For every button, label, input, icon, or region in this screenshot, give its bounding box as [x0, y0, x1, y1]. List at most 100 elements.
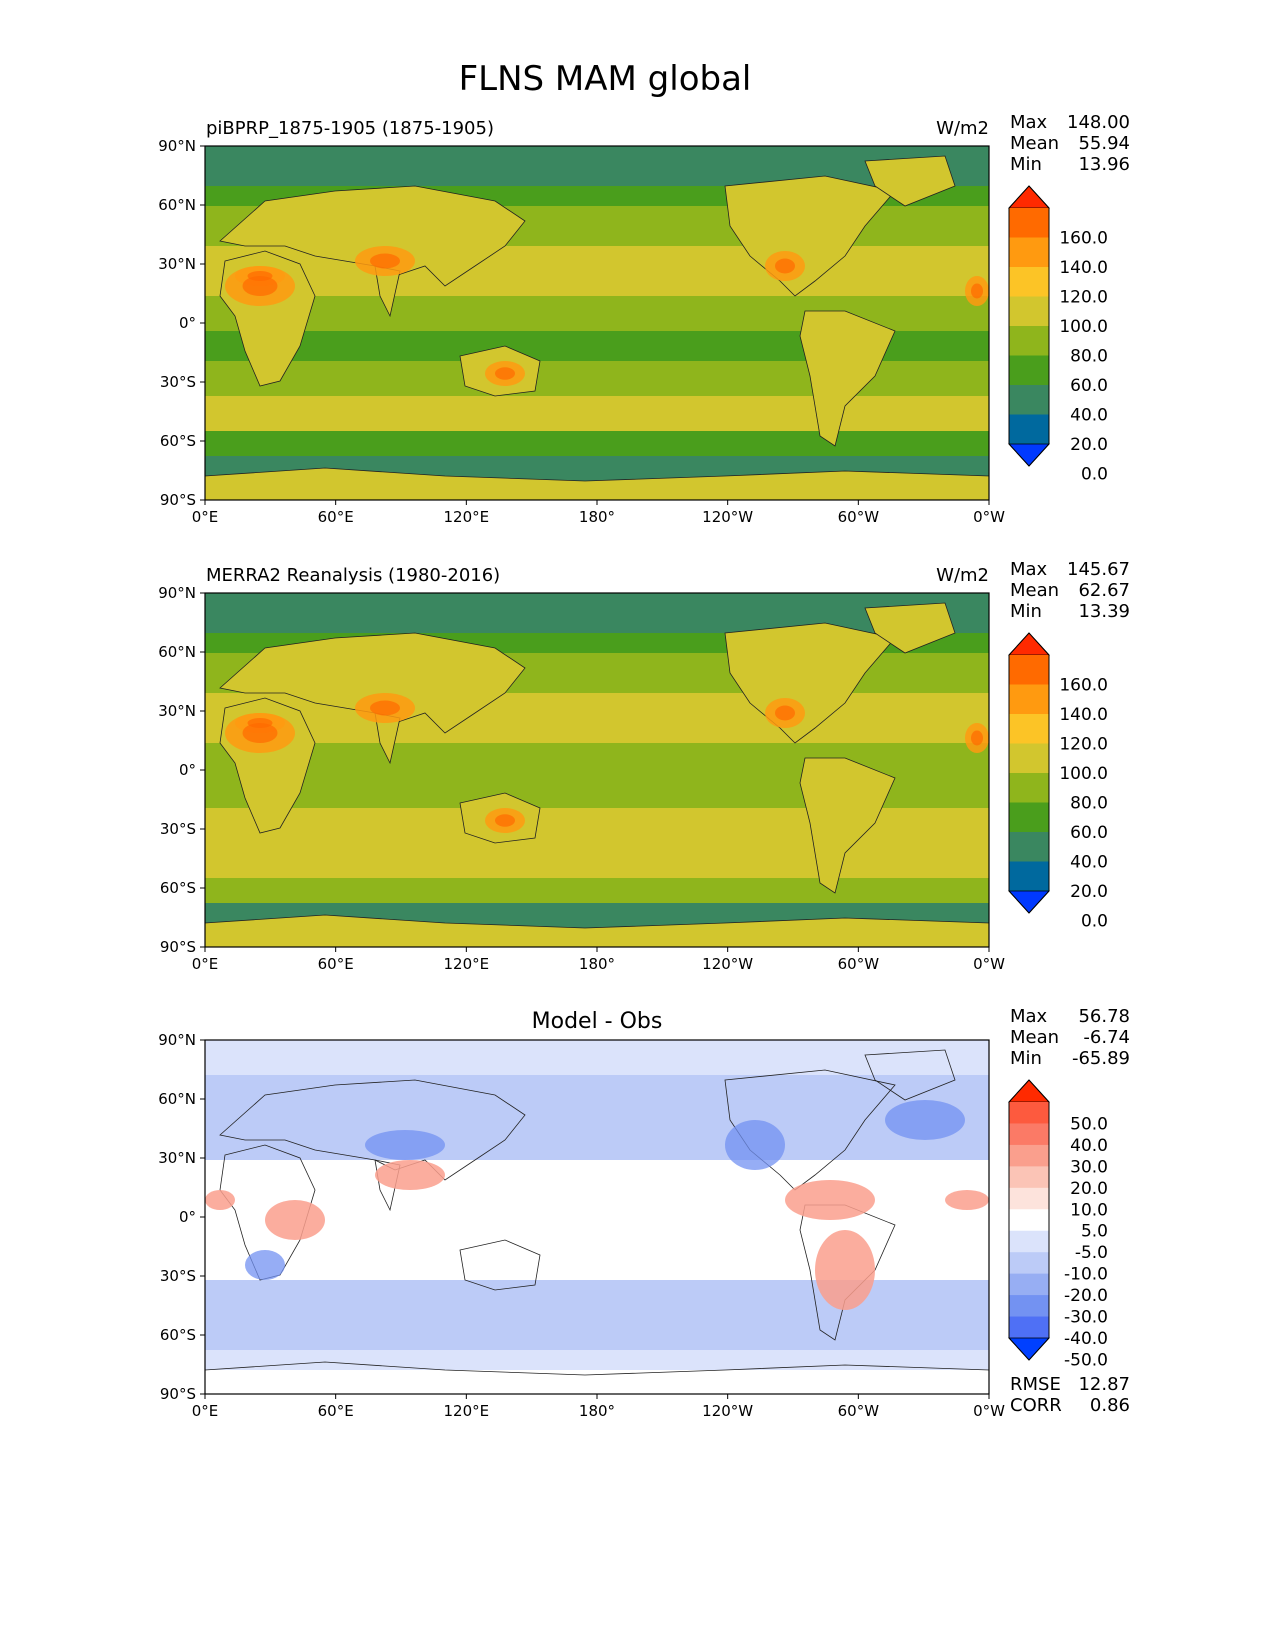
panel-2: 90°N 60°N 30°N 0° 30°S 60°S 90°S0°E 60°E 120°E 18…	[158, 559, 1130, 973]
lat-tick-label: 30°S	[160, 1267, 196, 1285]
lat-tick-label: 30°N	[158, 255, 196, 273]
stat-value: -6.74	[1083, 1027, 1130, 1048]
colorbar-tick-label: 5.0	[1081, 1222, 1108, 1242]
panel-units: W/m2	[936, 118, 989, 139]
lat-tick-label: 60°S	[160, 1326, 196, 1344]
colorbar-tick-label: 160.0	[1059, 676, 1108, 696]
colorbar-swatch	[1009, 1252, 1049, 1275]
map-field	[204, 1039, 990, 1395]
field-band	[205, 1350, 989, 1370]
colorbar-swatch	[1009, 385, 1049, 415]
colorbar-swatch	[1009, 743, 1049, 774]
lat-tick-label: 0°	[179, 761, 196, 779]
field-patch	[242, 723, 278, 743]
colorbar-cap-bottom	[1008, 443, 1050, 467]
lon-tick-label: 120°W	[702, 955, 753, 973]
field-band	[205, 1040, 989, 1075]
footer-stat-label: CORR	[1010, 1395, 1062, 1416]
lon-tick-label: 60°W	[838, 508, 880, 526]
field-patch	[242, 276, 278, 296]
field-band	[205, 431, 989, 456]
field-band	[205, 878, 989, 903]
colorbar-swatch	[1009, 714, 1049, 744]
field-patch	[247, 718, 273, 728]
field-patch	[365, 1130, 445, 1160]
field-patch	[775, 705, 795, 721]
panel-left-label: piBPRP_1875-1905 (1875-1905)	[206, 118, 494, 139]
colorbar-swatch	[1009, 1230, 1049, 1253]
stat-label: Mean	[1010, 133, 1059, 154]
colorbar-swatch	[1009, 296, 1049, 327]
colorbar-tick-label: 50.0	[1070, 1114, 1108, 1134]
lon-tick-label: 120°E	[444, 955, 490, 973]
colorbar-swatch	[1009, 1295, 1049, 1318]
field-patch	[495, 814, 515, 827]
field-band	[205, 843, 989, 878]
lon-tick-label: 0°W	[973, 955, 1005, 973]
colorbar-swatch	[1009, 802, 1049, 833]
field-patch	[375, 1160, 445, 1190]
footer-stat-value: 0.86	[1090, 1395, 1130, 1416]
field-patch	[815, 1230, 875, 1310]
field-patch	[370, 253, 400, 269]
lat-tick-label: 30°N	[158, 1149, 196, 1167]
panel-units: W/m2	[936, 565, 989, 586]
lat-tick-label: 60°S	[160, 879, 196, 897]
colorbar-swatch	[1009, 267, 1049, 297]
field-band	[205, 146, 989, 186]
lon-tick-label: 0°E	[192, 508, 219, 526]
field-patch	[971, 283, 983, 299]
stat-value: -65.89	[1072, 1048, 1130, 1069]
colorbar-tick-label: 80.0	[1070, 794, 1108, 814]
colorbar-swatch	[1009, 1123, 1049, 1146]
panel-left-label: MERRA2 Reanalysis (1980-2016)	[206, 565, 500, 586]
colorbar: 50.040.030.020.010.05.0-5.0-10.0-20.0-30…	[1008, 1079, 1108, 1370]
lat-tick-label: 90°N	[158, 1031, 196, 1049]
colorbar-tick-label: 0.0	[1081, 465, 1108, 485]
field-band	[205, 1075, 989, 1160]
colorbar-tick-label: 20.0	[1070, 435, 1108, 455]
field-patch	[971, 730, 983, 746]
colorbar-cap-top	[1008, 632, 1050, 656]
colorbar-swatch	[1009, 861, 1049, 892]
colorbar-swatch	[1009, 1273, 1049, 1296]
lon-tick-label: 0°E	[192, 1402, 219, 1420]
colorbar-tick-label: 160.0	[1059, 229, 1108, 249]
colorbar-tick-label: 100.0	[1059, 764, 1108, 784]
colorbar-cap-top	[1008, 1079, 1050, 1103]
colorbar-swatch	[1009, 355, 1049, 386]
lon-tick-label: 0°E	[192, 955, 219, 973]
field-patch	[370, 700, 400, 716]
stat-value: 13.39	[1078, 601, 1130, 622]
lat-tick-label: 60°S	[160, 432, 196, 450]
field-patch	[885, 1100, 965, 1140]
colorbar-tick-label: 80.0	[1070, 347, 1108, 367]
lon-tick-label: 120°E	[444, 1402, 490, 1420]
field-patch	[775, 258, 795, 274]
stat-value: 55.94	[1078, 133, 1130, 154]
lon-tick-label: 60°E	[318, 1402, 354, 1420]
colorbar-swatch	[1009, 237, 1049, 268]
lat-tick-label: 60°N	[158, 1090, 196, 1108]
colorbar-tick-label: -10.0	[1064, 1265, 1108, 1285]
field-patch	[495, 367, 515, 380]
footer-stat-label: RMSE	[1010, 1374, 1061, 1395]
stat-label: Max	[1010, 112, 1048, 133]
colorbar-tick-label: 10.0	[1070, 1200, 1108, 1220]
map-field	[204, 145, 990, 501]
field-patch	[725, 1120, 785, 1170]
colorbar-swatch	[1009, 326, 1049, 356]
colorbar-tick-label: 40.0	[1070, 1136, 1108, 1156]
field-patch	[205, 1190, 235, 1210]
colorbar-tick-label: 140.0	[1059, 705, 1108, 725]
lat-tick-label: 90°N	[158, 137, 196, 155]
stat-value: 13.96	[1078, 154, 1130, 175]
colorbar-tick-label: 0.0	[1081, 912, 1108, 932]
stat-label: Min	[1010, 154, 1042, 175]
lon-tick-label: 180°	[579, 508, 615, 526]
colorbar-cap-bottom	[1008, 1337, 1050, 1361]
lon-tick-label: 60°E	[318, 955, 354, 973]
panel-1: 90°N 60°N 30°N 0° 30°S 60°S 90°S0°E 60°E 120°E 18…	[158, 112, 1130, 526]
field-patch	[265, 1200, 325, 1240]
